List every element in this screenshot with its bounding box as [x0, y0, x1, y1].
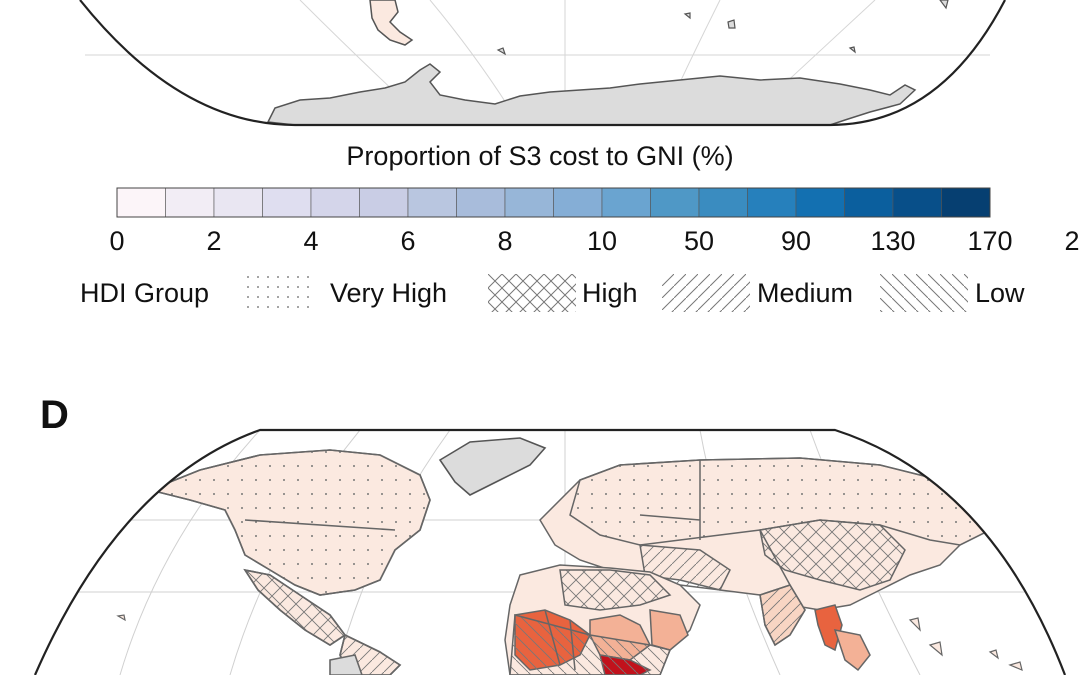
colorbar [116, 187, 991, 218]
hdi-legend: HDI Group Very High High Medium Low [80, 270, 1060, 316]
swatch-medium [662, 274, 750, 312]
colorbar-cell [310, 187, 360, 218]
top-map-frame [79, 0, 1006, 127]
hdi-label-very-high: Very High [330, 278, 448, 308]
colorbar-tick-label: 90 [780, 226, 812, 256]
world-map-frame [33, 428, 1067, 675]
colorbar-cell [601, 187, 651, 218]
colorbar-cell [844, 187, 894, 218]
colorbar-tick-label: 10 [586, 226, 618, 256]
colorbar-cell [747, 187, 797, 218]
top-map-islands [496, 0, 949, 56]
region-greenland [438, 437, 547, 496]
region-north-america [147, 449, 431, 675]
colorbar-cell [504, 187, 554, 218]
top-map-south-america-tip [369, 0, 414, 46]
colorbar-cell [795, 187, 845, 218]
colorbar-cell [553, 187, 603, 218]
map-islands [116, 614, 1023, 672]
colorbar-cell [262, 187, 312, 218]
colorbar-cell [407, 187, 457, 218]
top-map [79, 0, 1006, 127]
hdi-label-high: High [582, 278, 638, 308]
colorbar-outline [116, 187, 991, 218]
colorbar-tick-label: 8 [497, 226, 513, 256]
hdi-legend-title: HDI Group [80, 278, 210, 308]
panel-letter: D [40, 393, 69, 437]
colorbar-tick-label: 2 [206, 226, 222, 256]
colorbar-cell [165, 187, 215, 218]
region-africa [504, 564, 701, 675]
colorbar-cell [698, 187, 748, 218]
top-map-antarctica [266, 63, 917, 126]
colorbar-tick-label: 50 [683, 226, 715, 256]
colorbar-tick-label: 170 [967, 226, 1013, 256]
hdi-label-medium: Medium [757, 278, 854, 308]
colorbar-tick-label: 6 [400, 226, 416, 256]
swatch-low [880, 274, 968, 312]
colorbar-cell [213, 187, 263, 218]
colorbar-tick-label: 130 [870, 226, 916, 256]
colorbar-cell [116, 187, 166, 218]
colorbar-tick-label: 4 [303, 226, 319, 256]
colorbar-cell [456, 187, 506, 218]
colorbar-tick-label: 210 [1064, 226, 1080, 256]
colorbar-cell [941, 187, 991, 218]
swatch-high [488, 274, 576, 312]
swatch-very-high [245, 274, 317, 312]
colorbar-cell [359, 187, 409, 218]
world-map [33, 428, 1067, 675]
colorbar-cell [650, 187, 700, 218]
colorbar-tick-label: 0 [109, 226, 125, 256]
hdi-label-low: Low [975, 278, 1025, 308]
legend-title: Proportion of S3 cost to GNI (%) [346, 141, 734, 171]
colorbar-cell [892, 187, 942, 218]
